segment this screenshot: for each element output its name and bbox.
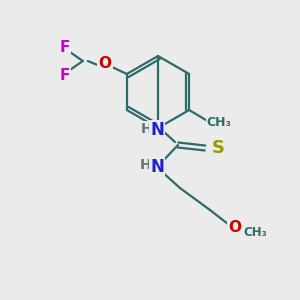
Text: CH₃: CH₃	[243, 226, 267, 239]
Text: O: O	[98, 56, 111, 71]
Text: F: F	[60, 68, 70, 82]
Text: H: H	[141, 122, 153, 136]
Text: CH₃: CH₃	[207, 116, 232, 128]
Text: F: F	[60, 40, 70, 55]
Text: N: N	[150, 121, 164, 139]
Text: N: N	[150, 158, 164, 176]
Text: S: S	[212, 139, 224, 157]
Text: O: O	[229, 220, 242, 236]
Text: H: H	[140, 158, 152, 172]
